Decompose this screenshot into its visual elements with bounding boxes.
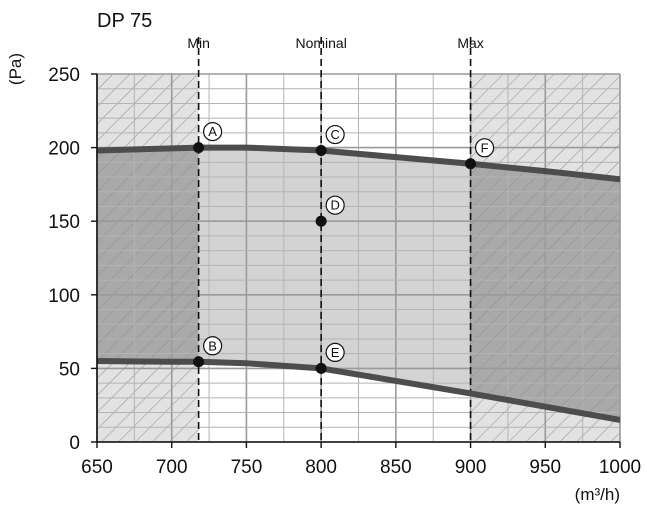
x-tick-label: 700 <box>156 457 188 478</box>
y-tick-label: 0 <box>69 433 80 454</box>
x-tick-label: 1000 <box>599 457 641 478</box>
point-badge-b <box>203 336 223 356</box>
point-label-e: E <box>331 345 340 360</box>
point-label-c: C <box>330 127 339 142</box>
x-tick-label: 900 <box>455 457 487 478</box>
axis-layer: 650 700 750 800 850 900 950 1000 0 50 100 150 200 250 <box>48 65 641 478</box>
x-tick-label: 750 <box>231 457 263 478</box>
point-b <box>193 356 205 368</box>
point-badge-c <box>325 124 345 145</box>
y-axis-label: (Pa) <box>6 53 25 85</box>
point-c <box>315 145 327 157</box>
y-tick-label: 200 <box>48 139 80 160</box>
point-label-f: F <box>481 140 489 155</box>
operating-zone <box>198 147 471 394</box>
x-tick-label: 650 <box>81 457 113 478</box>
x-axis-label: (m³/h) <box>575 485 620 504</box>
point-badge-f <box>474 138 495 158</box>
y-tick-label: 250 <box>48 65 80 86</box>
vertical-marker-layer: Min Nominal Max <box>187 35 484 442</box>
left-dark-band-hatch <box>97 147 199 362</box>
marker-label-min: Min <box>187 35 210 51</box>
point-badge-a <box>203 122 223 142</box>
marker-label-nominal: Nominal <box>295 35 346 51</box>
y-tick-label: 150 <box>48 212 80 233</box>
marker-label-max: Max <box>457 35 483 51</box>
point-label-a: A <box>208 124 217 139</box>
point-f <box>465 158 477 170</box>
point-label-b: B <box>208 338 217 353</box>
y-tick-label: 100 <box>48 286 80 307</box>
y-tick-label: 50 <box>59 359 80 380</box>
point-badge-d <box>325 195 345 215</box>
chart-title: DP 75 <box>97 10 152 32</box>
point-a <box>193 142 205 154</box>
point-d <box>315 215 327 227</box>
x-tick-label: 800 <box>305 457 337 478</box>
point-e <box>315 362 327 374</box>
point-badge-e <box>325 342 345 362</box>
point-label-d: D <box>330 198 339 213</box>
x-tick-label: 850 <box>380 457 412 478</box>
x-tick-label: 950 <box>529 457 561 478</box>
point-layer: A B C D E F <box>193 122 495 374</box>
